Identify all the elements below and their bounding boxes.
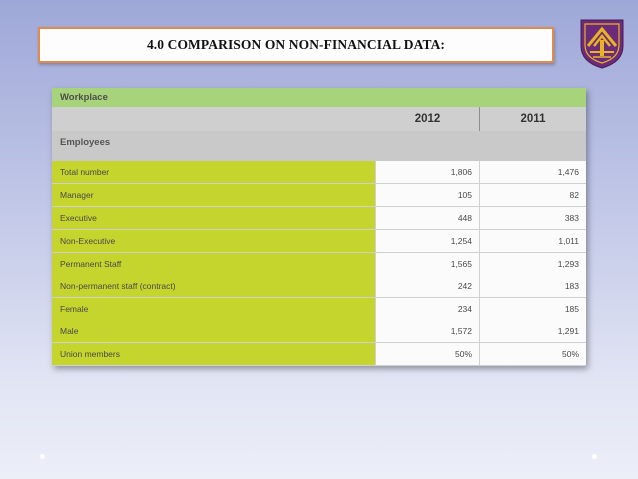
decorative-dot — [40, 454, 45, 459]
value-2012: 242 — [376, 275, 479, 297]
row-label: Female — [52, 298, 375, 320]
value-2011: 1,293 — [480, 253, 586, 275]
value-2012: 1,254 — [376, 230, 479, 252]
row-label: Non-permanent staff (contract) — [52, 275, 375, 297]
row-label: Executive — [52, 207, 375, 229]
table-row: Total number 1,806 1,476 — [52, 161, 586, 183]
section-header: Workplace — [52, 88, 586, 107]
university-crest-icon — [577, 16, 627, 70]
year-header-row: 2012 2011 — [52, 107, 586, 131]
value-2011: 82 — [480, 184, 586, 206]
slide-title: 4.0 COMPARISON ON NON-FINANCIAL DATA: — [146, 37, 446, 52]
table-row: Executive 448 383 — [52, 207, 586, 229]
value-2011: 1,291 — [480, 320, 586, 342]
table-row: Permanent Staff 1,565 1,293 — [52, 253, 586, 275]
table-row: Non-Executive 1,254 1,011 — [52, 230, 586, 252]
value-2011: 383 — [480, 207, 586, 229]
row-label: Non-Executive — [52, 230, 375, 252]
row-label: Total number — [52, 161, 375, 183]
value-2012: 1,565 — [376, 253, 479, 275]
row-label: Union members — [52, 343, 375, 365]
value-2012: 1,572 — [376, 320, 479, 342]
column-divider — [479, 107, 480, 131]
column-header-2011: 2011 — [520, 113, 546, 125]
value-2011: 185 — [480, 298, 586, 320]
table-row: Union members 50% 50% — [52, 343, 586, 365]
decorative-dot — [592, 454, 597, 459]
value-2011: 1,011 — [480, 230, 586, 252]
table-row: Female 234 185 — [52, 298, 586, 320]
column-header-2012: 2012 — [414, 113, 441, 125]
row-label: Male — [52, 320, 375, 342]
value-2012: 1,806 — [376, 161, 479, 183]
value-2011: 183 — [480, 275, 586, 297]
row-label: Manager — [52, 184, 375, 206]
value-2011: 50% — [480, 343, 586, 365]
value-2011: 1,476 — [480, 161, 586, 183]
value-2012: 448 — [376, 207, 479, 229]
group-header: Employees — [52, 131, 586, 161]
value-2012: 50% — [376, 343, 479, 365]
table-row: Male 1,572 1,291 — [52, 320, 586, 342]
table-row: Non-permanent staff (contract) 242 183 — [52, 275, 586, 297]
value-2012: 234 — [376, 298, 479, 320]
workforce-table: Workplace 2012 2011 Employees Total numb… — [52, 88, 586, 366]
value-2012: 105 — [376, 184, 479, 206]
table-row: Manager 105 82 — [52, 184, 586, 206]
slide-title-box: 4.0 COMPARISON ON NON-FINANCIAL DATA: — [38, 27, 554, 63]
row-label: Permanent Staff — [52, 253, 375, 275]
